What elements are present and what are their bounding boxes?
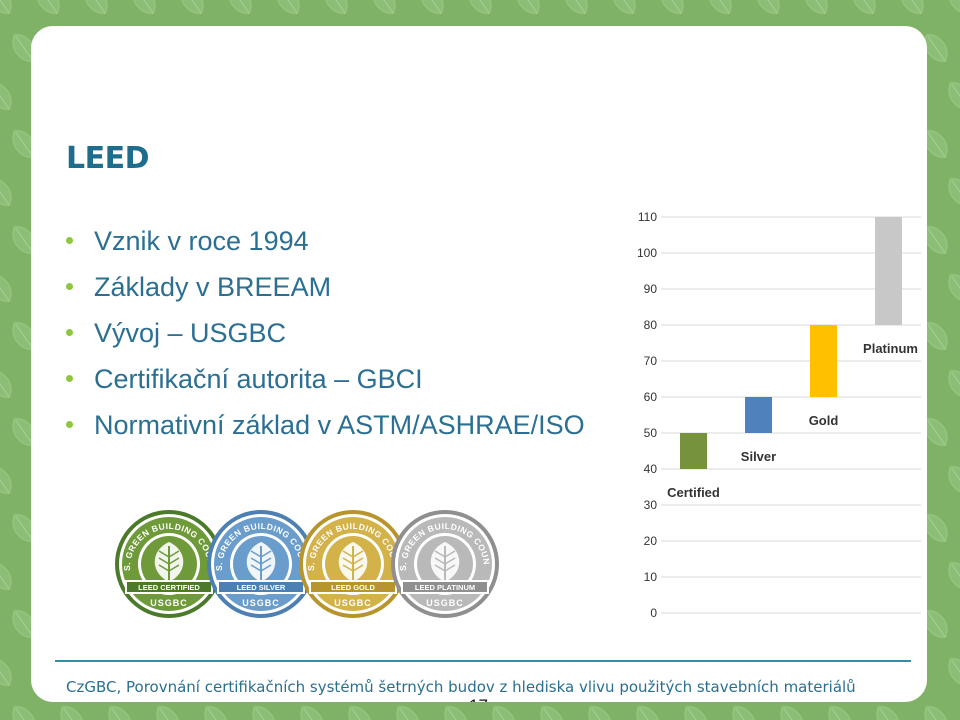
y-tick-label: 0 xyxy=(650,606,657,620)
leed-badge-seal: U.S. GREEN BUILDING COUNCILLEED CERTIFIE… xyxy=(111,496,223,618)
svg-text:LEED CERTIFIED: LEED CERTIFIED xyxy=(138,583,200,592)
svg-text:USGBC: USGBC xyxy=(150,598,188,608)
svg-text:USGBC: USGBC xyxy=(426,598,464,608)
bar-silver xyxy=(745,397,772,433)
bar-gold xyxy=(810,325,837,397)
y-tick-label: 20 xyxy=(644,534,658,548)
y-tick-label: 40 xyxy=(644,462,658,476)
svg-text:LEED PLATINUM: LEED PLATINUM xyxy=(415,583,475,592)
svg-text:USGBC: USGBC xyxy=(334,598,372,608)
y-tick-label: 80 xyxy=(644,318,658,332)
footer-divider xyxy=(55,660,911,662)
bullet-dot-icon xyxy=(66,375,73,382)
bullet-dot-icon xyxy=(66,237,73,244)
bar-label-silver: Silver xyxy=(741,449,776,464)
bar-platinum xyxy=(875,217,902,325)
y-tick-label: 100 xyxy=(637,246,657,260)
bullet-text: Certifikační autorita – GBCI xyxy=(94,364,423,394)
leed-badges-image: U.S. GREEN BUILDING COUNCILLEED CERTIFIE… xyxy=(111,496,499,618)
bullet-item: Základy v BREEAM xyxy=(66,270,585,316)
bullet-item: Vznik v roce 1994 xyxy=(66,224,585,270)
bar-certified xyxy=(680,433,707,469)
bullet-dot-icon xyxy=(66,329,73,336)
bar-label-gold: Gold xyxy=(809,413,839,428)
page-number: 17 xyxy=(469,696,488,702)
leed-levels-chart: 0 10 20 30 40 50 60 70 80 90 100 110 Certified Silver… xyxy=(637,210,921,620)
bullet-text: Vznik v roce 1994 xyxy=(94,226,309,256)
bullet-text: Základy v BREEAM xyxy=(94,272,332,302)
svg-text:LEED GOLD: LEED GOLD xyxy=(331,583,375,592)
bullet-item: Certifikační autorita – GBCI xyxy=(66,362,585,408)
bar-label-platinum: Platinum xyxy=(863,341,918,356)
bullet-dot-icon xyxy=(66,421,73,428)
y-tick-label: 10 xyxy=(644,570,658,584)
slide-title: LEED xyxy=(66,141,150,176)
bullet-text: Vývoj – USGBC xyxy=(94,318,287,348)
bullet-item: Normativní základ v ASTM/ASHRAE/ISO xyxy=(66,408,585,454)
bullet-item: Vývoj – USGBC xyxy=(66,316,585,362)
y-tick-label: 90 xyxy=(644,282,658,296)
footer-text: CzGBC, Porovnání certifikačních systémů … xyxy=(66,678,856,696)
y-tick-label: 50 xyxy=(644,426,658,440)
svg-text:LEED SILVER: LEED SILVER xyxy=(237,583,286,592)
bullet-dot-icon xyxy=(66,283,73,290)
y-tick-label: 30 xyxy=(644,498,658,512)
bullet-list: Vznik v roce 1994 Základy v BREEAM Vývoj… xyxy=(66,224,585,454)
y-tick-label: 110 xyxy=(638,210,657,224)
bullet-text: Normativní základ v ASTM/ASHRAE/ISO xyxy=(94,410,585,440)
slide: LEED Vznik v roce 1994 Základy v BREEAM … xyxy=(31,26,927,702)
y-tick-label: 70 xyxy=(644,354,658,368)
y-tick-label: 60 xyxy=(644,390,658,404)
bar-label-certified: Certified xyxy=(667,485,720,500)
svg-text:USGBC: USGBC xyxy=(242,598,280,608)
